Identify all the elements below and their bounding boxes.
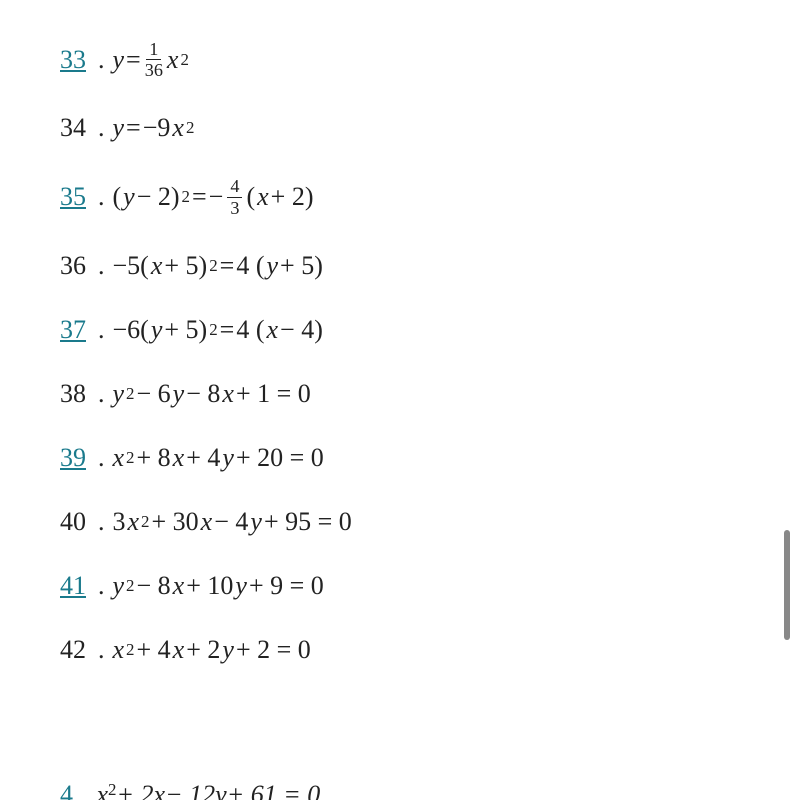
problem-row: 35. (y − 2)2 = −43(x + 2) [60,177,740,216]
problem-number: 38 [60,379,86,409]
problem-number: 4 [60,780,73,800]
problem-row: 40. 3x2 + 30x − 4y + 95 = 0 [60,507,740,537]
problem-row: 33. y = 136x2 [60,40,740,79]
equation: 3x2 + 30x − 4y + 95 = 0 [113,507,352,537]
equation: −5(x + 5)2 = 4 (y + 5) [113,251,323,281]
separator-dot: . [98,443,105,473]
problem-number[interactable]: 35 [60,182,86,212]
separator-dot: . [98,315,105,345]
separator-dot: . [98,507,105,537]
problem-number[interactable]: 39 [60,443,86,473]
problem-row: 36. −5(x + 5)2 = 4 (y + 5) [60,251,740,281]
problem-row: 39. x2 + 8x + 4y + 20 = 0 [60,443,740,473]
problem-number: 34 [60,113,86,143]
problem-number: 42 [60,635,86,665]
problem-row: 41. y2 − 8x + 10y + 9 = 0 [60,571,740,601]
problem-number: 40 [60,507,86,537]
equation: (y − 2)2 = −43(x + 2) [113,177,314,216]
problem-row: 34. y = −9x2 [60,113,740,143]
separator-dot: . [98,571,105,601]
problem-number[interactable]: 37 [60,315,86,345]
problem-row: 37. −6(y + 5)2 = 4 (x − 4) [60,315,740,345]
separator-dot: . [98,251,105,281]
cutoff-row: 4 x2 + 2x − 12y + 61 = 0 [60,780,320,800]
separator-dot: . [98,45,105,75]
separator-dot: . [98,182,105,212]
problem-list: 33. y = 136x2 34. y = −9x2 35. (y − 2)2 = −43… [60,40,740,665]
problem-number[interactable]: 33 [60,45,86,75]
scrollbar-thumb[interactable] [784,530,790,640]
equation: −6(y + 5)2 = 4 (x − 4) [113,315,323,345]
separator-dot: . [98,113,105,143]
separator-dot: . [98,635,105,665]
equation: x2 + 8x + 4y + 20 = 0 [113,443,324,473]
problem-row: 38. y2 − 6y − 8x + 1 = 0 [60,379,740,409]
separator-dot: . [98,379,105,409]
equation: y = −9x2 [113,113,195,143]
problem-number[interactable]: 41 [60,571,86,601]
equation: y2 − 6y − 8x + 1 = 0 [113,379,311,409]
equation: x2 + 4x + 2y + 2 = 0 [113,635,311,665]
problem-row: 42. x2 + 4x + 2y + 2 = 0 [60,635,740,665]
equation: y2 − 8x + 10y + 9 = 0 [113,571,324,601]
problem-number: 36 [60,251,86,281]
equation: y = 136x2 [113,40,189,79]
